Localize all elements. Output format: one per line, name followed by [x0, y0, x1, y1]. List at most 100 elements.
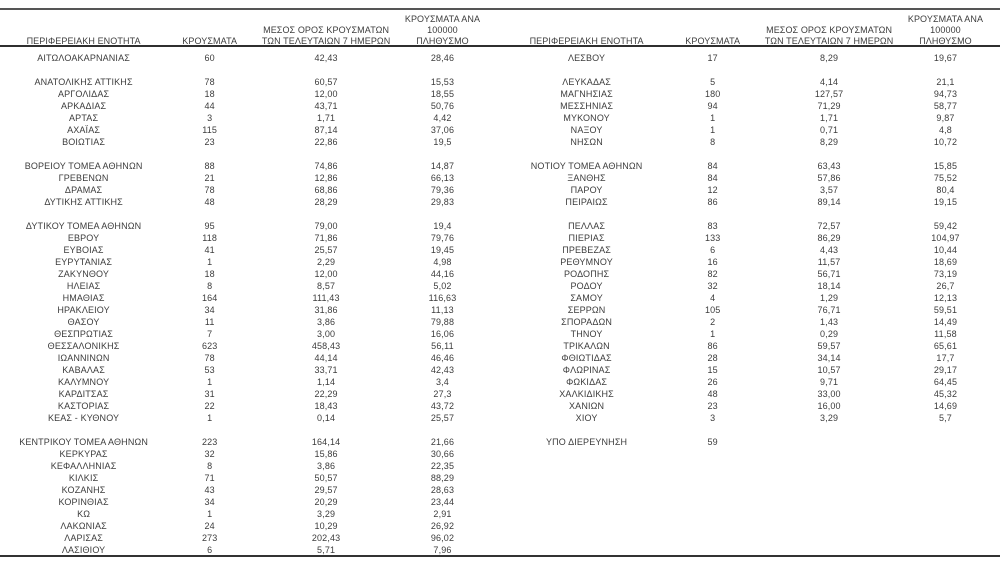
avg7-cell: 202,43 — [311, 533, 341, 543]
per100k-cell: 15,53 — [430, 77, 455, 87]
per100k-cell: 4,8 — [939, 125, 952, 135]
per100k-cell: 10,72 — [933, 137, 958, 147]
cases-cell: 59 — [707, 437, 718, 447]
cases-cell: 7 — [207, 329, 213, 339]
cases-cell: 1 — [710, 329, 716, 339]
table-row: ΒΟΙΩΤΙΑΣ 23 22,86 19,5 — [6, 136, 491, 148]
cases-cell: 1 — [710, 113, 716, 123]
per100k-cell: 11,58 — [934, 329, 957, 339]
region-cell: ΝΗΣΩΝ — [570, 137, 603, 147]
avg7-cell: 28,29 — [314, 197, 338, 207]
avg7-cell: 12,00 — [314, 89, 338, 99]
per100k-cell: 22,35 — [430, 461, 455, 471]
region-cell: ΘΕΣΠΡΩΤΙΑΣ — [54, 329, 114, 339]
per100k-cell: 3,4 — [436, 377, 449, 387]
cases-cell: 84 — [707, 173, 718, 183]
avg7-cell: 15,86 — [314, 449, 338, 459]
region-cell: ΞΑΝΘΗΣ — [567, 173, 606, 183]
table-row: ΚΟΖΑΝΗΣ 43 29,57 28,63 — [6, 484, 491, 496]
table-row-spacer — [6, 64, 491, 76]
cases-cell: 53 — [204, 365, 215, 375]
avg7-cell: 3,86 — [317, 461, 336, 471]
tables-container: ΠΕΡΙΦΕΡΕΙΑΚΗ ΕΝΟΤΗΤΑ ΚΡΟΥΣΜΑΤΑ ΜΕΣΟΣ ΟΡΟ… — [6, 14, 994, 556]
cases-cell: 95 — [204, 221, 215, 231]
table-row: ΗΛΕΙΑΣ 8 8,57 5,02 — [6, 280, 491, 292]
table-row: ΒΟΡΕΙΟΥ ΤΟΜΕΑ ΑΘΗΝΩΝ 88 74,86 14,87 — [6, 160, 491, 172]
cases-cell: 82 — [707, 269, 718, 279]
avg7-cell: 29,57 — [314, 485, 338, 495]
region-cell: ΠΕΙΡΑΙΩΣ — [565, 197, 608, 207]
table-row: ΞΑΝΘΗΣ 84 57,86 75,52 — [509, 172, 994, 184]
per100k-cell: 25,57 — [430, 413, 455, 423]
per100k-cell: 5,7 — [939, 413, 952, 423]
avg7-cell: 71,86 — [314, 233, 338, 243]
cases-cell: 6 — [207, 545, 213, 555]
cases-cell: 71 — [204, 473, 215, 483]
region-cell: ΛΑΡΙΣΑΣ — [64, 533, 103, 543]
avg7-cell: 44,14 — [314, 353, 338, 363]
avg7-cell: 1,71 — [820, 113, 839, 123]
avg7-cell: 63,43 — [817, 161, 841, 171]
col-header-cases: ΚΡΟΥΣΜΑΤΑ — [182, 36, 238, 46]
region-cell: ΓΡΕΒΕΝΩΝ — [58, 173, 109, 183]
cases-cell: 3 — [710, 413, 716, 423]
table-row: ΣΑΜΟΥ 4 1,29 12,13 — [509, 292, 994, 304]
per100k-cell: 14,87 — [430, 161, 455, 171]
region-cell: ΘΑΣΟΥ — [67, 317, 100, 327]
cases-cell: 4 — [710, 293, 716, 303]
cases-cell: 180 — [704, 89, 721, 99]
table-row: ΛΑΣΙΘΙΟΥ 6 5,71 7,96 — [6, 544, 491, 556]
cases-cell: 133 — [704, 233, 721, 243]
table-row: ΗΜΑΘΙΑΣ 164 111,43 116,63 — [6, 292, 491, 304]
table-row: ΧΑΛΚΙΔΙΚΗΣ 48 33,00 45,32 — [509, 388, 994, 400]
cases-cell: 44 — [204, 101, 215, 111]
header-underline-rule — [0, 45, 1000, 47]
table-row: ΤΡΙΚΑΛΩΝ 86 59,57 65,61 — [509, 340, 994, 352]
region-cell: ΥΠΟ ΔΙΕΡΕΥΝΗΣΗ — [545, 437, 628, 447]
per100k-cell: 7,96 — [433, 545, 452, 555]
table-row: ΧΙΟΥ 3 3,29 5,7 — [509, 412, 994, 424]
region-cell: ΡΟΔΟΠΗΣ — [563, 269, 610, 279]
avg7-cell: 458,43 — [311, 341, 341, 351]
per100k-cell: 18,69 — [933, 257, 958, 267]
table-row: ΑΙΤΩΛΟΑΚΑΡΝΑΝΙΑΣ 60 42,43 28,46 — [6, 52, 491, 64]
cases-cell: 17 — [707, 53, 718, 63]
table-row: ΠΕΙΡΑΙΩΣ 86 89,14 19,15 — [509, 196, 994, 208]
per100k-cell: 21,1 — [936, 77, 955, 87]
table-row: ΦΩΚΙΔΑΣ 26 9,71 64,45 — [509, 376, 994, 388]
table-row: ΑΡΤΑΣ 3 1,71 4,42 — [6, 112, 491, 124]
avg7-cell: 11,57 — [817, 257, 841, 267]
table-row: ΠΕΛΛΑΣ 83 72,57 59,42 — [509, 220, 994, 232]
col-header-avg7days: ΜΕΣΟΣ ΟΡΟΣ ΚΡΟΥΣΜΑΤΩΝ ΤΩΝ ΤΕΛΕΥΤΑΙΩΝ 7 Η… — [261, 25, 391, 46]
bottom-rule — [0, 555, 1000, 557]
cases-cell: 105 — [704, 305, 721, 315]
per100k-cell: 45,32 — [933, 389, 958, 399]
table-header-left: ΠΕΡΙΦΕΡΕΙΑΚΗ ΕΝΟΤΗΤΑ ΚΡΟΥΣΜΑΤΑ ΜΕΣΟΣ ΟΡΟ… — [6, 14, 491, 46]
region-cell: ΦΘΙΩΤΙΔΑΣ — [561, 353, 612, 363]
region-cell: ΣΑΜΟΥ — [570, 293, 603, 303]
per100k-cell: 26,7 — [936, 281, 955, 291]
per100k-cell: 19,45 — [430, 245, 455, 255]
region-cell: ΚΕΝΤΡΙΚΟΥ ΤΟΜΕΑ ΑΘΗΝΩΝ — [19, 437, 148, 447]
table-row: ΕΥΡΥΤΑΝΙΑΣ 1 2,29 4,98 — [6, 256, 491, 268]
avg7-cell: 3,29 — [820, 413, 839, 423]
region-cell: ΛΕΣΒΟΥ — [567, 53, 606, 63]
table-row: ΦΘΙΩΤΙΔΑΣ 28 34,14 17,7 — [509, 352, 994, 364]
avg7-cell: 1,71 — [317, 113, 336, 123]
cases-cell: 1 — [710, 125, 716, 135]
avg7-cell: 86,29 — [817, 233, 841, 243]
region-cell: ΠΕΛΛΑΣ — [568, 221, 606, 231]
cases-cell: 34 — [204, 305, 215, 315]
cases-cell: 8 — [207, 461, 213, 471]
table-row-spacer — [6, 148, 491, 160]
avg7-cell: 22,86 — [314, 137, 338, 147]
table-row: ΑΡΓΟΛΙΔΑΣ 18 12,00 18,55 — [6, 88, 491, 100]
avg7-cell: 42,43 — [314, 53, 338, 63]
avg7-cell: 127,57 — [814, 89, 844, 99]
table-row: ΘΕΣΠΡΩΤΙΑΣ 7 3,00 16,06 — [6, 328, 491, 340]
region-cell: ΚΑΡΔΙΤΣΑΣ — [58, 389, 109, 399]
region-cell: ΑΧΑΪΑΣ — [67, 125, 101, 135]
cases-cell: 43 — [204, 485, 215, 495]
avg7-cell: 9,71 — [820, 377, 839, 387]
per100k-cell: 65,61 — [933, 341, 958, 351]
